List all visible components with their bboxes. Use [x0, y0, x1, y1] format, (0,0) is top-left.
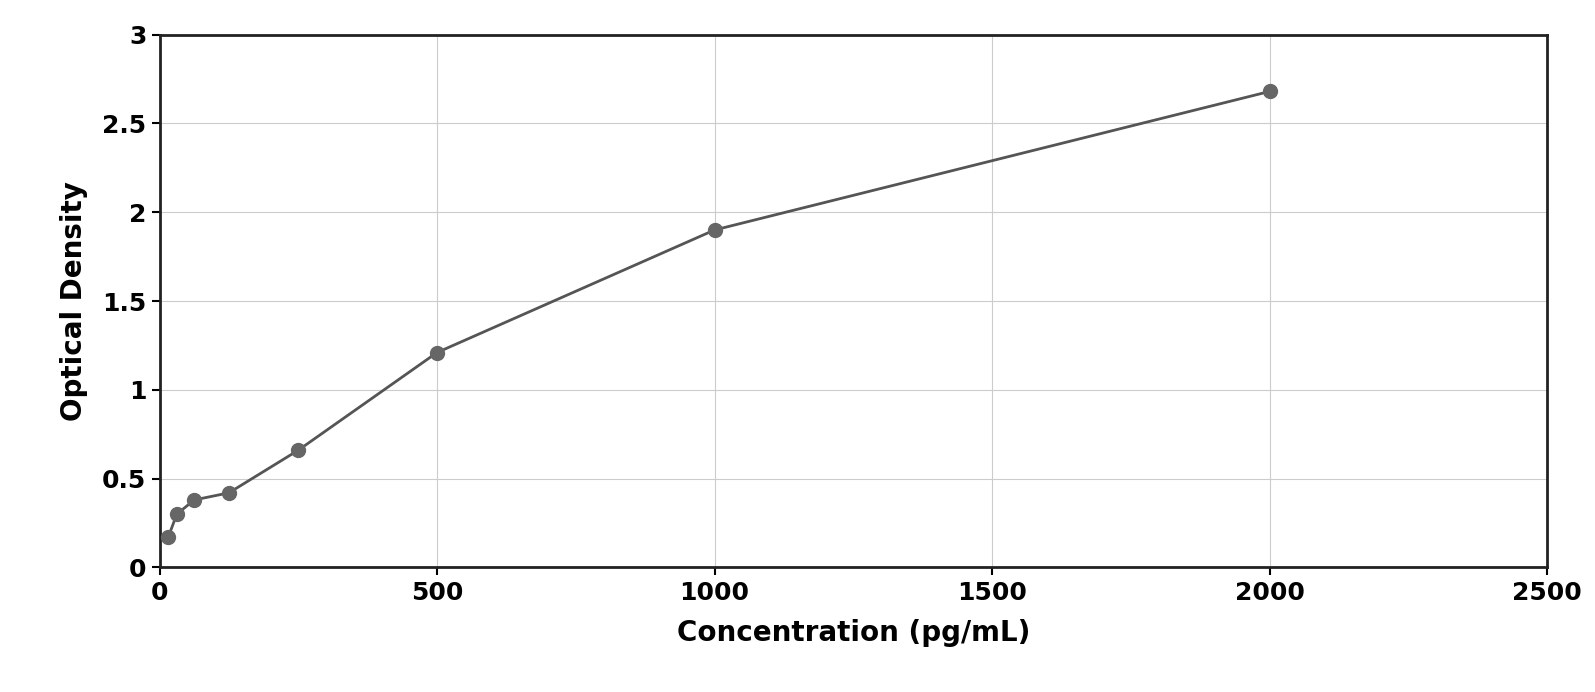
Point	[286, 445, 311, 456]
Point	[424, 347, 450, 358]
Point	[164, 509, 190, 520]
Point	[1257, 86, 1282, 97]
Point	[217, 487, 242, 498]
Y-axis label: Optical Density: Optical Density	[61, 181, 88, 421]
Point	[702, 224, 727, 235]
Point	[182, 494, 207, 505]
X-axis label: Concentration (pg/mL): Concentration (pg/mL)	[676, 619, 1030, 646]
Point	[155, 531, 180, 543]
